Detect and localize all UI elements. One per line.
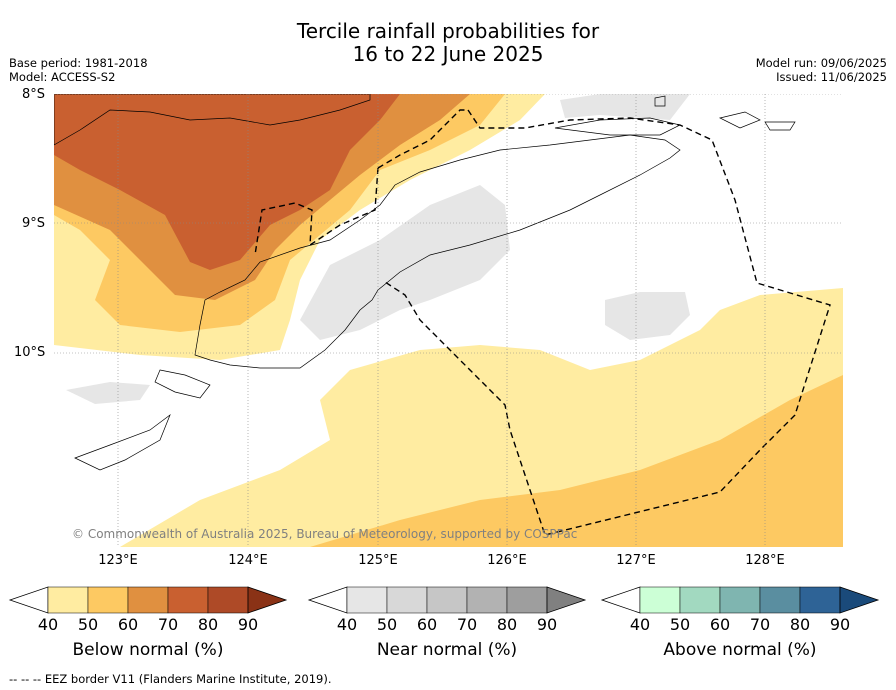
coastline-babar (654, 95, 796, 131)
near-40-region-central (300, 185, 510, 340)
title-line-1: Tercile rainfall probabilities for (296, 19, 600, 43)
model-name: Model: ACCESS-S2 (9, 70, 116, 84)
lon-label-124e: 124°E (228, 553, 268, 568)
lat-label-10s: 10°S (14, 345, 46, 360)
colorbar-above-swatch-3 (719, 586, 761, 614)
colorbar-near-tick: 40 (336, 615, 358, 634)
graticule (54, 94, 843, 547)
colorbar-below-tick: 60 (117, 615, 139, 634)
colorbar-near-swatch-4 (466, 586, 508, 614)
below-70-region-north (54, 94, 400, 270)
near-40-region-east (605, 292, 690, 340)
colorbar-near-swatch-5 (506, 586, 548, 614)
colorbar-above-swatch-2 (679, 586, 721, 614)
colorbar-near-tick: 60 (416, 615, 438, 634)
colorbar-below-swatch-3 (127, 586, 169, 614)
eez-legend-note: -- -- -- EEZ border V11 (Flanders Marine… (9, 672, 332, 686)
colorbar-below-tick: 50 (77, 615, 99, 634)
colorbar-below-tick: 40 (37, 615, 59, 634)
colorbar-below-swatch-1 (47, 586, 89, 614)
near-40-region-northeast (560, 94, 690, 120)
colorbar-near-high-arrow (546, 586, 587, 614)
colorbar-below-swatch-2 (87, 586, 129, 614)
model-run: Model run: 09/06/2025 (755, 56, 887, 70)
colorbar-near-tick: 50 (376, 615, 398, 634)
eez-border (254, 109, 831, 536)
lon-label-125e: 125°E (358, 553, 398, 568)
colorbar-above-high-arrow (839, 586, 880, 614)
lon-label-126e: 126°E (487, 553, 527, 568)
colorbar-below-tick: 70 (157, 615, 179, 634)
coastline-flores (54, 94, 371, 146)
probability-field (54, 94, 843, 547)
colorbar-near-tick: 70 (456, 615, 478, 634)
meta-left: Base period: 1981-2018 Model: ACCESS-S2 (9, 56, 148, 84)
colorbar-above-tick: 60 (709, 615, 731, 634)
meta-right: Model run: 09/06/2025 Issued: 11/06/2025 (756, 56, 887, 84)
colorbar-near-title: Near normal (%) (376, 640, 518, 660)
colorbar-above-tick: 70 (749, 615, 771, 634)
colorbar-near-swatch-2 (386, 586, 428, 614)
coastline-sawu (74, 413, 171, 471)
lon-label-127e: 127°E (616, 553, 656, 568)
colorbar-above (600, 586, 880, 614)
colorbar-above-title: Above normal (%) (663, 640, 817, 660)
near-40-region-west (66, 382, 150, 404)
colorbar-above-tick: 40 (629, 615, 651, 634)
lon-label-123e: 123°E (98, 553, 138, 568)
colorbar-below-swatch-4 (167, 586, 209, 614)
map-title: Tercile rainfall probabilities for 16 to… (0, 20, 896, 66)
colorbar-below-title: Below normal (%) (72, 640, 224, 660)
colorbar-below-high-arrow (247, 586, 288, 614)
colorbar-near-swatch-3 (426, 586, 468, 614)
colorbar-above-tick: 80 (789, 615, 811, 634)
coastline-rote (154, 369, 211, 399)
title-line-2: 16 to 22 June 2025 (352, 42, 544, 66)
below-50-region-south (310, 375, 843, 547)
colorbar-below-swatch-5 (207, 586, 249, 614)
colorbar-below-low-arrow (8, 586, 49, 614)
colorbar-near-tick: 80 (496, 615, 518, 634)
colorbar-above-swatch-5 (799, 586, 841, 614)
lat-label-9s: 9°S (22, 216, 46, 231)
coastline-timor (194, 134, 681, 369)
base-period: Base period: 1981-2018 (9, 56, 148, 70)
colorbar-above-low-arrow (600, 586, 641, 614)
colorbar-near-low-arrow (307, 586, 348, 614)
colorbar-below-tick: 90 (237, 615, 259, 634)
colorbar-near (307, 586, 587, 614)
copyright-notice: © Commonwealth of Australia 2025, Bureau… (72, 527, 578, 541)
lon-label-128e: 128°E (745, 553, 785, 568)
colorbar-near-swatch-1 (346, 586, 388, 614)
colorbar-above-tick: 90 (829, 615, 851, 634)
colorbars (8, 586, 880, 614)
colorbar-below-tick: 80 (197, 615, 219, 634)
colorbar-below (8, 586, 288, 614)
issued-date: Issued: 11/06/2025 (776, 70, 887, 84)
colorbar-above-tick: 50 (669, 615, 691, 634)
lat-label-8s: 8°S (22, 87, 46, 102)
colorbar-above-swatch-1 (639, 586, 681, 614)
colorbar-near-tick: 90 (536, 615, 558, 634)
colorbar-above-swatch-4 (759, 586, 801, 614)
